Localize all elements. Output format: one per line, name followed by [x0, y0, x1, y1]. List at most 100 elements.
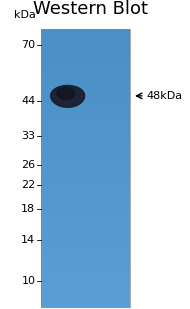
Bar	[41, 69, 130, 71]
Bar	[41, 170, 130, 171]
Bar	[41, 222, 130, 224]
Bar	[41, 140, 130, 142]
Bar	[41, 242, 130, 243]
Bar	[41, 86, 130, 87]
Bar	[41, 54, 130, 55]
Bar	[41, 111, 130, 112]
Bar	[41, 149, 130, 150]
Bar	[41, 99, 130, 100]
Bar	[41, 136, 130, 138]
Bar	[41, 230, 130, 231]
Ellipse shape	[57, 87, 75, 99]
Bar	[41, 164, 130, 166]
Bar	[41, 235, 130, 237]
Bar	[41, 50, 130, 51]
Bar	[41, 255, 130, 256]
Text: 18: 18	[21, 205, 35, 214]
Bar	[41, 118, 130, 120]
Bar	[41, 281, 130, 282]
Bar	[41, 142, 130, 143]
Bar	[41, 186, 130, 188]
Bar	[41, 108, 130, 110]
Bar	[41, 171, 130, 172]
Bar	[41, 278, 130, 280]
Bar	[41, 203, 130, 205]
Bar	[41, 82, 130, 83]
Bar	[41, 291, 130, 292]
Bar	[41, 231, 130, 232]
Bar	[41, 299, 130, 301]
Bar	[41, 234, 130, 235]
Bar	[41, 298, 130, 299]
Bar	[41, 287, 130, 288]
Bar	[41, 133, 130, 135]
Text: 14: 14	[21, 235, 35, 245]
Bar	[41, 232, 130, 234]
Bar	[41, 114, 130, 115]
Bar	[41, 104, 130, 106]
Bar	[41, 306, 130, 308]
Bar	[41, 30, 130, 32]
Bar	[41, 120, 130, 121]
Bar	[41, 90, 130, 91]
Bar	[41, 146, 130, 147]
Bar	[41, 192, 130, 193]
Bar	[41, 156, 130, 157]
Bar	[41, 157, 130, 159]
Bar	[41, 305, 130, 306]
Bar	[41, 257, 130, 259]
Bar	[41, 151, 130, 153]
Bar	[41, 35, 130, 36]
Bar	[41, 110, 130, 111]
Bar	[41, 214, 130, 216]
Bar	[41, 79, 130, 80]
Bar	[41, 57, 130, 58]
Text: 48kDa: 48kDa	[146, 91, 183, 101]
Bar	[41, 262, 130, 263]
Bar	[41, 128, 130, 129]
Bar	[41, 303, 130, 305]
Text: kDa: kDa	[13, 10, 35, 19]
Text: 26: 26	[21, 160, 35, 170]
Bar	[41, 221, 130, 222]
Bar	[41, 200, 130, 202]
Bar	[41, 213, 130, 214]
Bar	[41, 172, 130, 174]
Bar	[41, 153, 130, 154]
Bar	[41, 49, 130, 50]
Bar	[41, 253, 130, 255]
Bar	[41, 103, 130, 104]
Bar	[41, 259, 130, 260]
Bar	[41, 184, 130, 185]
Bar	[41, 294, 130, 295]
Bar	[41, 97, 130, 99]
Bar	[41, 196, 130, 197]
Bar	[41, 72, 130, 74]
Bar	[41, 274, 130, 276]
Bar	[41, 131, 130, 132]
Bar	[41, 225, 130, 227]
Bar	[41, 160, 130, 161]
Bar	[41, 100, 130, 101]
Bar	[41, 89, 130, 90]
Bar	[41, 125, 130, 126]
Bar	[41, 96, 130, 97]
Bar	[41, 292, 130, 294]
Bar	[41, 205, 130, 206]
Bar	[41, 78, 130, 79]
Bar	[41, 163, 130, 164]
Bar	[41, 191, 130, 192]
Bar	[41, 107, 130, 108]
Bar	[41, 101, 130, 103]
Bar	[41, 220, 130, 221]
Bar	[41, 112, 130, 114]
Bar	[41, 65, 130, 66]
Bar	[41, 83, 130, 85]
Bar	[41, 277, 130, 278]
Bar	[41, 135, 130, 136]
Bar	[41, 139, 130, 140]
Bar	[41, 47, 130, 49]
Bar	[41, 93, 130, 95]
Bar	[41, 210, 130, 211]
Bar	[41, 53, 130, 54]
